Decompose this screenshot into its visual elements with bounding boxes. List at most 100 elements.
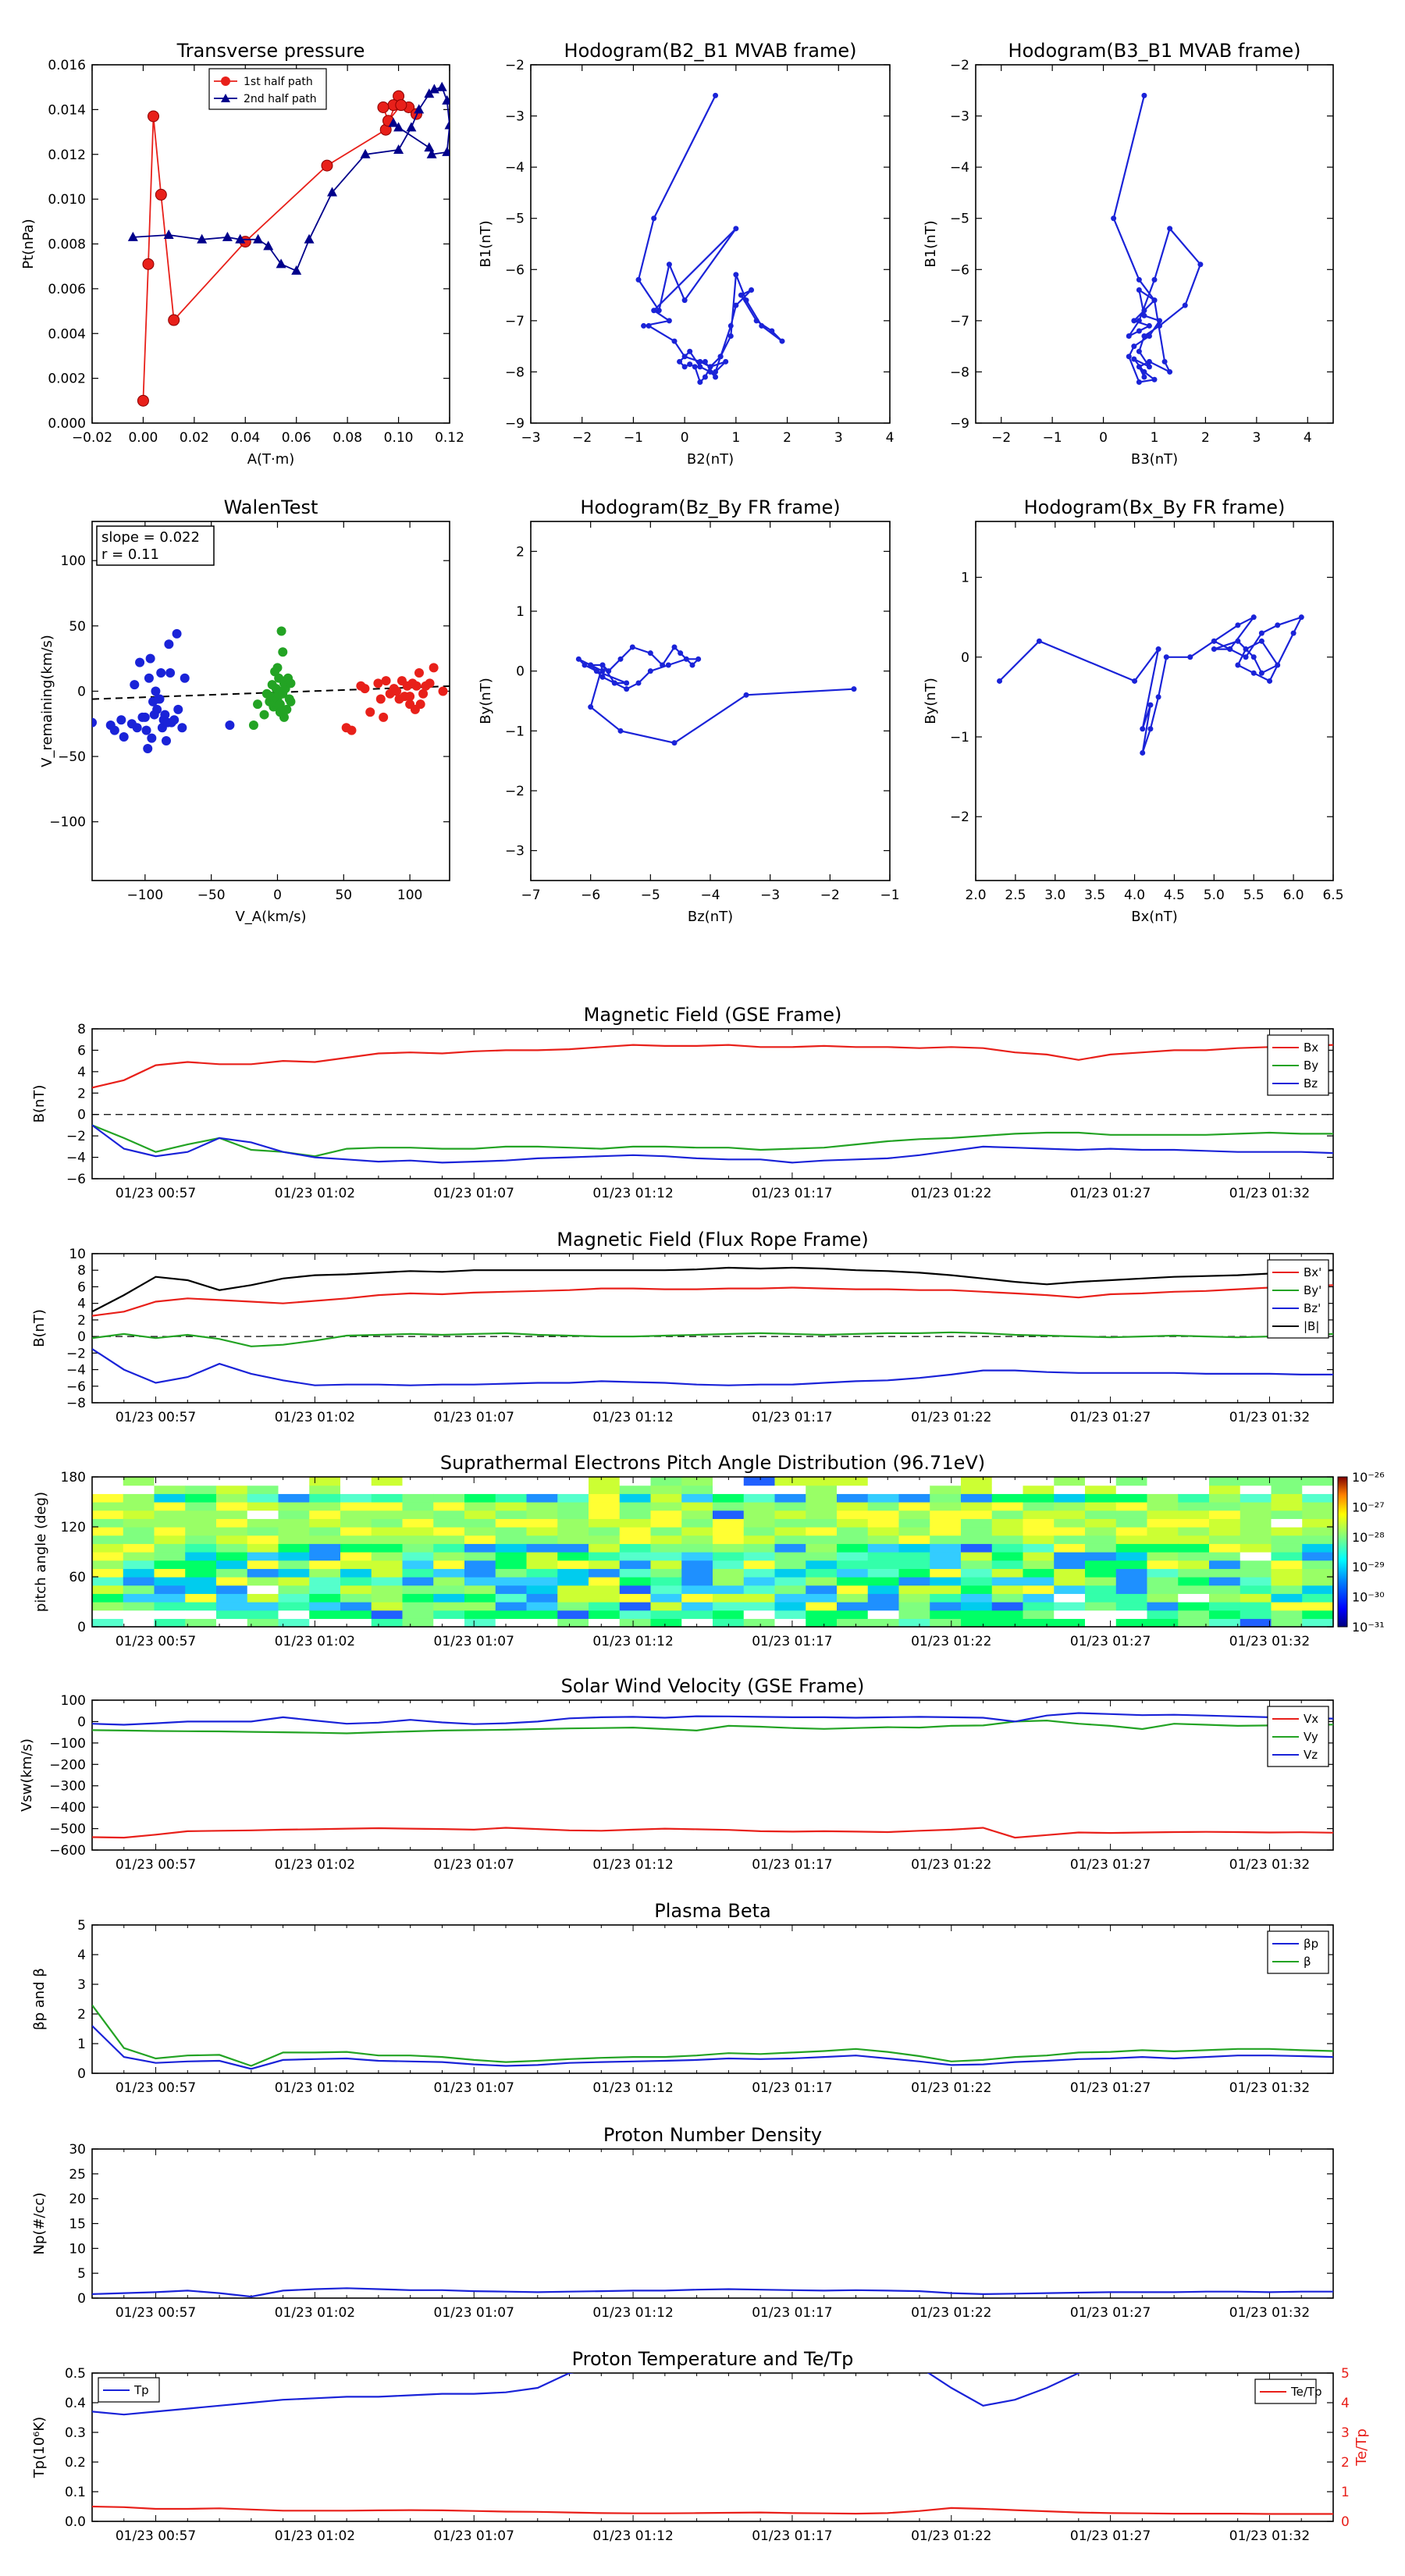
bfr-ytick-label: 6 [77, 1279, 86, 1295]
h1-ytick-label: −4 [505, 160, 525, 176]
pad-cell [837, 1477, 869, 1486]
h3-point [617, 656, 624, 662]
pad-cell [1147, 1485, 1179, 1494]
np-time-label: 01/23 01:17 [752, 2305, 832, 2321]
pad-cell [619, 1477, 652, 1486]
pad-cell [278, 1610, 310, 1619]
pad-cell [589, 1518, 621, 1528]
pad-cell [930, 1510, 962, 1519]
pad-cell [154, 1543, 186, 1553]
h4-point [1243, 654, 1249, 660]
h4-point [1235, 638, 1241, 644]
vsw-ytick-label: 0 [77, 1714, 86, 1730]
h1-point [743, 297, 749, 304]
walen-point-blue [140, 712, 150, 722]
pad-cell [991, 1610, 1024, 1619]
pad-cell [185, 1602, 217, 1611]
h1-xtick-label: 1 [731, 430, 740, 446]
pad-cell [1240, 1593, 1272, 1603]
pad-cell [1178, 1502, 1210, 1511]
pad-cell [216, 1477, 248, 1486]
pad-cell [1209, 1535, 1241, 1544]
pad-cell [1209, 1485, 1241, 1494]
pad-cell [402, 1593, 434, 1603]
np-time-label: 01/23 01:32 [1229, 2305, 1310, 2321]
pad-cell [991, 1560, 1024, 1569]
pad-cell [185, 1618, 217, 1628]
h3-ytick-label: 1 [516, 604, 525, 620]
pad-cell [961, 1568, 993, 1578]
walen-ytick-label: −100 [49, 815, 86, 831]
pad-cell [961, 1593, 993, 1603]
pad-cell [806, 1518, 838, 1528]
pad-cell [216, 1577, 248, 1586]
h1-point [687, 361, 693, 368]
pad-cell [1209, 1593, 1241, 1603]
pad-cell [278, 1485, 310, 1494]
pad-cell [806, 1593, 838, 1603]
pad-cell [216, 1602, 248, 1611]
bgse-legend-label: Bx [1304, 1041, 1318, 1055]
pad-cell [92, 1510, 124, 1519]
pad-cell [619, 1493, 652, 1503]
pad-cell [154, 1602, 186, 1611]
walen-point-red [347, 725, 357, 735]
bgse-ylabel: B(nT) [31, 1085, 48, 1123]
pad-cell [806, 1535, 838, 1544]
pad-cell [1178, 1493, 1210, 1503]
pad-cell [340, 1618, 372, 1628]
h1-point [733, 272, 739, 278]
pad-cell [713, 1485, 745, 1494]
pad-cell [774, 1502, 806, 1511]
pad-cell [961, 1493, 993, 1503]
pad-cell [898, 1560, 930, 1569]
pad-heatmap-cells [92, 1477, 1334, 1628]
pad-cell [1147, 1552, 1179, 1561]
pad-cell [930, 1477, 962, 1486]
pad-cell [371, 1568, 404, 1578]
walen-point-red [415, 699, 425, 710]
h3-point [647, 650, 653, 656]
h1-point [738, 292, 744, 298]
h2-point [1136, 364, 1142, 370]
pad-cell [806, 1543, 838, 1553]
pad-cell [774, 1518, 806, 1528]
h1-point [779, 338, 785, 344]
h3-point [624, 680, 630, 686]
h2-point [1141, 92, 1147, 98]
walen-point-green [272, 663, 283, 673]
pad-cell [557, 1485, 589, 1494]
pad-cell [1209, 1543, 1241, 1553]
pad-cell [154, 1485, 186, 1494]
pad-cell [309, 1577, 341, 1586]
pad-cell [619, 1518, 652, 1528]
pad-cell [589, 1510, 621, 1519]
pad-cell [619, 1485, 652, 1494]
h4-xlabel: Bx(nT) [1131, 909, 1177, 925]
pad-cell [216, 1493, 248, 1503]
pad-cell [278, 1577, 310, 1586]
bfr-series-|B| [92, 1266, 1333, 1313]
walen-point-red [429, 663, 439, 673]
beta-time-label: 01/23 01:12 [592, 2080, 673, 2096]
pad-cell [1302, 1610, 1334, 1619]
pad-cell [1085, 1560, 1117, 1569]
pad-cell [371, 1518, 404, 1528]
chart-vsw: Solar Wind Velocity (GSE Frame) 01/23 00:… [19, 1675, 1334, 1873]
h3-plot-area [575, 644, 857, 746]
tp-legend-marker [221, 76, 230, 86]
pad-cell [1023, 1510, 1055, 1519]
h1-xtick-label: 3 [834, 430, 843, 446]
pad-cell [402, 1618, 434, 1628]
pad-cell [154, 1527, 186, 1536]
tp-point [263, 240, 274, 251]
pad-cell [837, 1527, 869, 1536]
vsw-series-Vx [92, 1827, 1333, 1839]
pad-cell [185, 1610, 217, 1619]
walen-point-blue [160, 710, 170, 720]
pad-cell [743, 1577, 776, 1586]
vsw-series-Vz [92, 1712, 1333, 1726]
h3-point [629, 644, 635, 650]
pad-cell [433, 1527, 465, 1536]
pad-cell [526, 1610, 558, 1619]
